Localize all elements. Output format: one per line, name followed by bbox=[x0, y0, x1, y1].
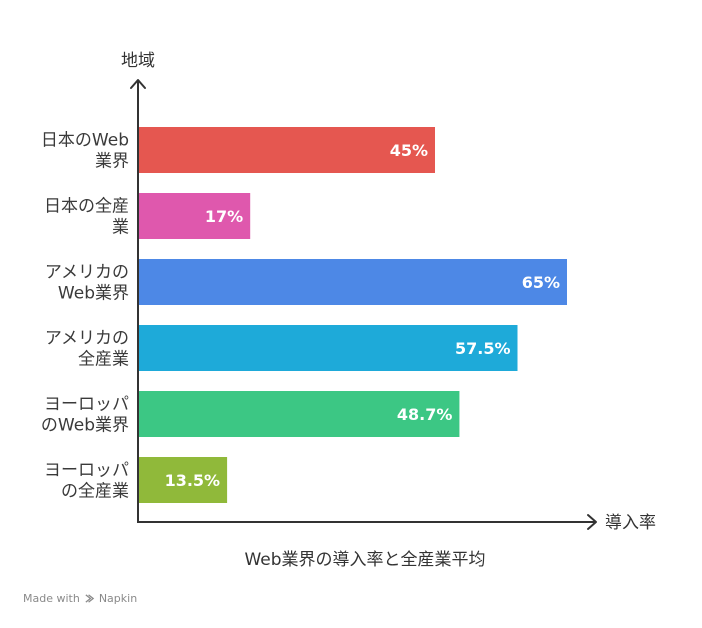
bar-value-label-6: 13.5% bbox=[165, 471, 221, 490]
category-label-5: ヨーロッパのWeb業界 bbox=[41, 395, 129, 436]
x-axis-title: 導入率 bbox=[605, 513, 656, 533]
category-label-2: 日本の全産業 bbox=[44, 197, 129, 238]
bar-6 bbox=[138, 457, 228, 503]
category-label-4: アメリカの全産業 bbox=[45, 329, 129, 370]
napkin-logo-icon bbox=[85, 594, 95, 603]
x-axis-arrow-icon bbox=[587, 514, 597, 530]
category-label-3: アメリカの Web業界 bbox=[45, 263, 129, 304]
bar-value-label-3: 65% bbox=[522, 273, 560, 292]
chart-title: Web業界の導入率と全産業平均 bbox=[244, 550, 485, 570]
made-with-footer: Made with Napkin bbox=[23, 592, 137, 605]
y-axis-arrow-icon bbox=[130, 79, 146, 89]
bar-4 bbox=[138, 325, 518, 371]
made-with-label: Made with bbox=[23, 592, 80, 605]
category-label-6: ヨーロッパの全産業 bbox=[44, 461, 129, 502]
bar-1 bbox=[138, 127, 435, 173]
bars-layer: 45% 17% 65% 57.5% 48.7% 13.5% bbox=[138, 127, 567, 503]
bar-value-label-5: 48.7% bbox=[397, 405, 453, 424]
bar-2 bbox=[138, 193, 251, 239]
bar-value-label-2: 17% bbox=[205, 207, 243, 226]
category-label-1: 日本のWeb 業界 bbox=[41, 131, 129, 172]
bar-5 bbox=[138, 391, 460, 437]
bar-value-label-4: 57.5% bbox=[455, 339, 511, 358]
napkin-brand-label: Napkin bbox=[98, 592, 138, 605]
y-axis-title: 地域 bbox=[121, 51, 155, 71]
bar-3 bbox=[138, 259, 567, 305]
bar-value-label-1: 45% bbox=[390, 141, 428, 160]
